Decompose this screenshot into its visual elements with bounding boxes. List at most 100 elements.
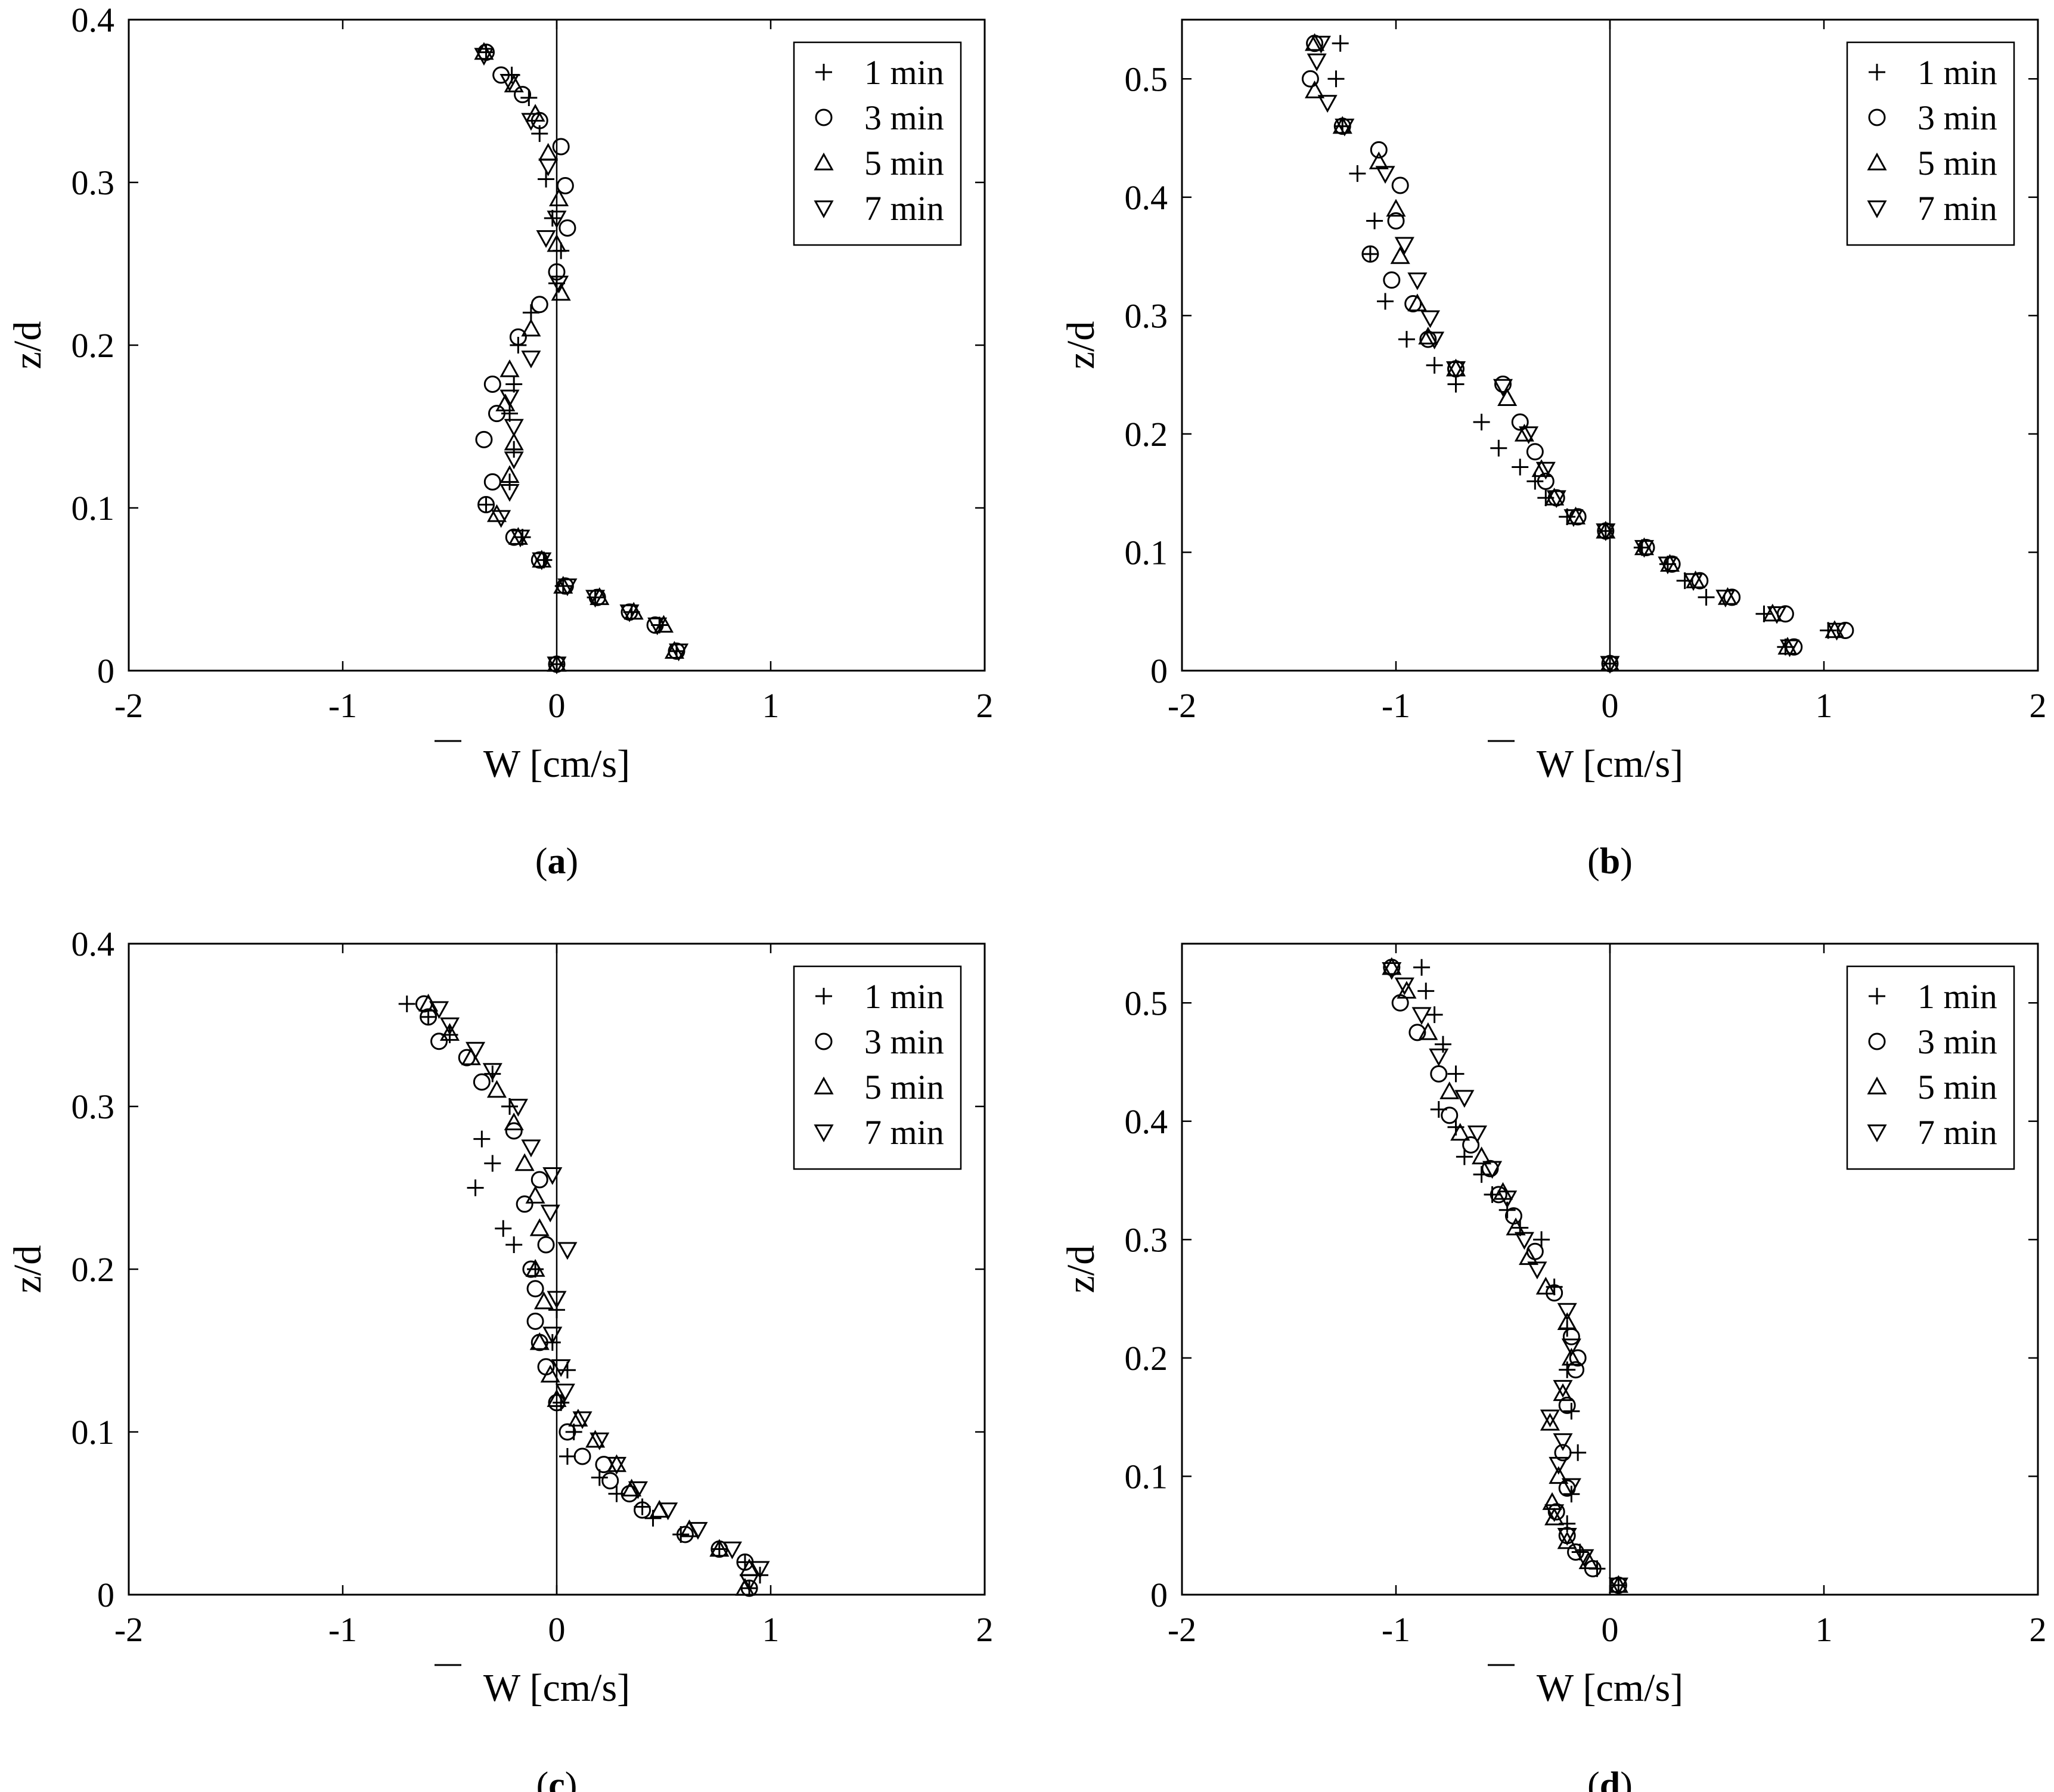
data-point [1544,1507,1565,1526]
data-point [1574,1549,1594,1567]
data-point [430,1033,448,1050]
data-point [551,283,571,301]
data-point [474,42,494,60]
data-point [1527,1261,1547,1280]
data-point [1430,1065,1448,1083]
data-point [514,1153,535,1171]
chart-panel-4: -2 -1 0 1 2 0 0.1 0.2 0.3 0.4 0.5 W [cm/s] z/d (d) 1 m… [1059,942,2047,1792]
series-5-min [474,42,684,672]
data-point [499,74,520,92]
y-tick-label: 0.2 [1125,1339,1168,1378]
legend-label: 1 min [1918,53,1997,92]
data-point [1418,327,1438,345]
y-tick-label: 0.2 [1125,415,1168,454]
y-tick-label: 0.1 [72,489,115,528]
data-point [551,1359,571,1377]
series-1-min [398,996,769,1597]
data-point [1394,237,1414,255]
data-point [553,575,573,594]
x-axis-label: W [cm/s] [483,1666,630,1710]
data-point [1542,1492,1562,1510]
series-5-min [418,993,759,1596]
data-point [676,1526,694,1543]
data-point [533,1291,554,1310]
data-point [548,1301,565,1319]
data-point [573,1447,591,1465]
legend-label: 7 min [864,189,944,228]
data-point [1493,379,1513,397]
y-tick-label: 0.4 [72,925,115,963]
data-point [548,263,566,281]
x-tick-label: 2 [2030,1610,2047,1649]
data-point [510,529,530,548]
x-tick-label: -2 [1168,686,1196,725]
legend-marker [814,1124,834,1143]
data-point [1386,199,1406,217]
y-axis-label: z/d [1059,321,1103,370]
y-tick-label: 0.1 [72,1413,115,1452]
data-point [1490,1186,1507,1204]
data-point [1549,1466,1569,1484]
data-point [1514,1232,1534,1250]
data-point [1698,588,1715,606]
data-point [1390,246,1410,264]
data-point [1441,1106,1459,1124]
data-point [1447,1065,1465,1083]
data-point [557,578,578,597]
legend: 1 min 3 min 5 min 7 min [793,41,962,246]
x-tick-label: 1 [762,1610,780,1649]
data-point [538,159,559,176]
data-point [1472,1146,1492,1165]
data-point [429,1001,449,1019]
data-point [1429,1048,1449,1066]
data-point [525,1258,545,1277]
data-point [1596,523,1616,541]
data-point [1317,95,1338,113]
data-point [585,1430,606,1448]
data-point [1420,310,1440,328]
data-point [1519,1247,1539,1265]
data-point [483,473,501,491]
data-point [420,1008,438,1026]
legend-marker [815,988,832,1004]
data-point [1407,293,1428,312]
data-point [1553,1379,1573,1398]
data-point [1562,1328,1580,1345]
data-point [482,1063,502,1081]
data-point [1767,606,1787,624]
data-point [1307,53,1327,72]
data-point [634,1501,651,1519]
data-point [505,528,523,546]
data-point [1425,331,1445,350]
y-tick-label: 0.2 [72,326,115,365]
data-point [552,138,570,156]
data-point [750,1561,770,1579]
y-axis-label: z/d [6,1245,49,1294]
data-point [484,1155,501,1172]
data-point [473,1073,491,1091]
data-point [1467,1125,1487,1143]
data-point [467,1179,484,1196]
x-axis-label: W [cm/s] [1537,1666,1683,1710]
data-point [537,1236,555,1254]
data-point [483,376,501,393]
legend-marker [1867,200,1887,219]
data-point [504,418,524,437]
data-point [739,1574,759,1592]
x-tick-label: 2 [976,686,994,725]
data-point [1777,637,1798,655]
data-point [1553,1433,1573,1451]
data-point [1825,620,1845,638]
data-point [1349,165,1366,182]
y-tick-label: 0.4 [1125,1102,1168,1141]
x-tick-label: 0 [1602,1610,1619,1649]
legend-marker [1867,1124,1887,1143]
data-point [526,1312,544,1330]
legend-marker [815,1033,833,1050]
data-point [549,188,569,206]
legend: 1 min 3 min 5 min 7 min [1846,965,2015,1170]
series-5-min [1382,957,1628,1593]
y-tick-label: 0.3 [1125,296,1168,335]
data-point [1544,488,1565,506]
